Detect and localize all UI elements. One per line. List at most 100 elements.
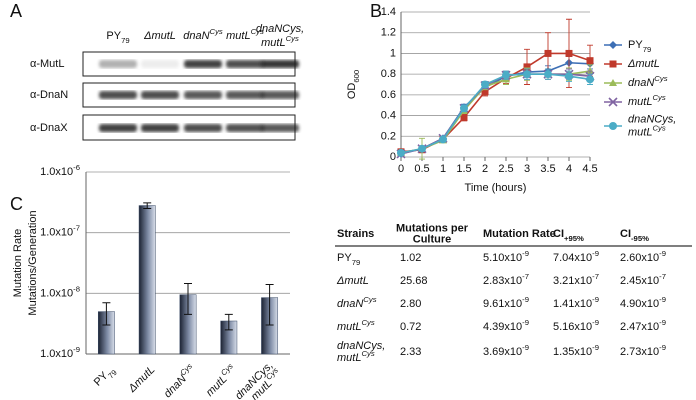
table-cell: mutLCys	[337, 318, 375, 333]
y-axis-label: OD600	[346, 70, 361, 99]
row-label: α-DnaX	[30, 122, 68, 134]
band	[99, 60, 137, 68]
point	[481, 80, 489, 89]
band	[99, 91, 137, 99]
table-cell: 2.33	[400, 346, 421, 358]
table-header: Mutation Rate	[483, 228, 556, 240]
x-tick-label: ΔmutL	[126, 364, 158, 396]
line	[400, 52, 591, 153]
x-tick-label: 3.5	[540, 163, 555, 175]
error-bar	[184, 283, 192, 315]
point	[439, 135, 447, 144]
table-cell: 2.83x10-7	[483, 272, 529, 287]
x-tick-label: 0.5	[414, 163, 429, 175]
band	[141, 91, 179, 99]
band	[184, 60, 222, 68]
band	[226, 91, 264, 99]
panel-label: C	[10, 194, 23, 214]
point	[565, 49, 573, 57]
legend-label: PY79	[628, 39, 651, 54]
point	[523, 63, 531, 71]
legend-label: mutLCys	[628, 93, 666, 108]
line	[400, 70, 591, 154]
point	[609, 60, 617, 68]
x-tick-label: 1	[440, 163, 446, 175]
table-cell: PY79	[337, 252, 360, 267]
lane-label: PY79	[106, 30, 129, 45]
y-tick-label: 0.4	[381, 109, 396, 121]
point	[586, 57, 594, 65]
error-bar	[143, 202, 152, 210]
line	[400, 73, 591, 154]
lane-label: dnaNCys, mutLCys	[256, 23, 304, 49]
table-cell: 4.90x10-9	[620, 295, 666, 310]
table-cell: 2.73x10-9	[620, 343, 666, 358]
y-axis-sublabel: Mutations/Generation	[27, 210, 39, 315]
x-tick-label: 1.5	[456, 163, 471, 175]
panel-label: A	[10, 1, 22, 21]
band	[184, 124, 222, 132]
band	[184, 91, 222, 99]
table-cell: 2.80	[400, 298, 421, 310]
table-cell: 5.10x10-9	[483, 249, 529, 264]
x-tick-label: dnaNCys	[159, 361, 198, 400]
y-tick-label: 0.8	[381, 68, 396, 80]
x-tick-label: 2	[482, 163, 488, 175]
x-tick-label: 4	[566, 163, 572, 175]
point	[565, 72, 573, 81]
table-cell: 25.68	[400, 275, 428, 287]
point	[502, 71, 510, 80]
table-cell: dnaNCys, mutLCys	[337, 340, 385, 364]
error-bar	[224, 313, 233, 331]
y-tick-label: 0.2	[381, 130, 396, 142]
point	[586, 67, 594, 75]
bar	[138, 205, 156, 355]
y-tick-label: 0	[390, 151, 396, 163]
table-cell: ΔmutL	[336, 275, 369, 287]
legend-label: ΔmutL	[627, 58, 660, 70]
band	[261, 60, 299, 68]
point	[397, 148, 405, 157]
table-cell: 9.61x10-9	[483, 295, 529, 310]
band	[99, 124, 137, 132]
y-tick-label: 1.0x10-8	[40, 284, 80, 299]
table-header: CI+95%	[553, 228, 584, 243]
band	[141, 124, 179, 132]
table-cell: 5.16x10-9	[553, 318, 599, 333]
y-tick-label: 1	[390, 47, 396, 59]
point	[460, 104, 468, 113]
y-tick-label: 1.2	[381, 27, 396, 39]
point	[609, 41, 617, 49]
error-bar	[265, 283, 274, 326]
x-tick-label: dnaNCys,mutLCys	[233, 359, 284, 400]
line	[400, 61, 591, 155]
y-tick-label: 0.6	[381, 89, 396, 101]
band	[141, 60, 179, 68]
table-cell: 3.21x10-7	[553, 272, 599, 287]
lane-label: mutLCys	[226, 27, 264, 42]
growth-panel: B 0 0.2 0.4 0.6 0.8 1 1.2 1.4 0 0.5 1 1.5 2 2.5 3 3.5 4 4.…	[346, 1, 676, 194]
line	[400, 73, 591, 155]
rate-table: Strains Mutations per Culture Mutation Rate…	[335, 222, 692, 364]
y-tick-label: 1.0x10-9	[40, 345, 80, 360]
panel-label: B	[370, 1, 382, 21]
rate-panel: C 1.0x10-9 1.0x10-8 1.0x10-7 1.0x10-6 Mutatio…	[10, 163, 290, 400]
point	[609, 122, 617, 130]
table-cell: 7.04x10-9	[553, 249, 599, 264]
point	[586, 75, 594, 84]
table-cell: 4.39x10-9	[483, 318, 529, 333]
lane-label: ΔmutL	[143, 30, 176, 42]
band	[226, 124, 264, 132]
table-header: Strains	[337, 228, 374, 240]
point	[609, 79, 617, 86]
point	[544, 70, 552, 79]
legend-label: dnaNCys, mutLCys	[628, 113, 676, 138]
table-cell: 1.35x10-9	[553, 343, 599, 358]
x-tick-label: 2.5	[498, 163, 513, 175]
table-header: CI-95%	[620, 228, 649, 243]
lane-label: dnaNCys	[183, 27, 223, 42]
point	[460, 114, 468, 122]
band	[226, 60, 264, 68]
